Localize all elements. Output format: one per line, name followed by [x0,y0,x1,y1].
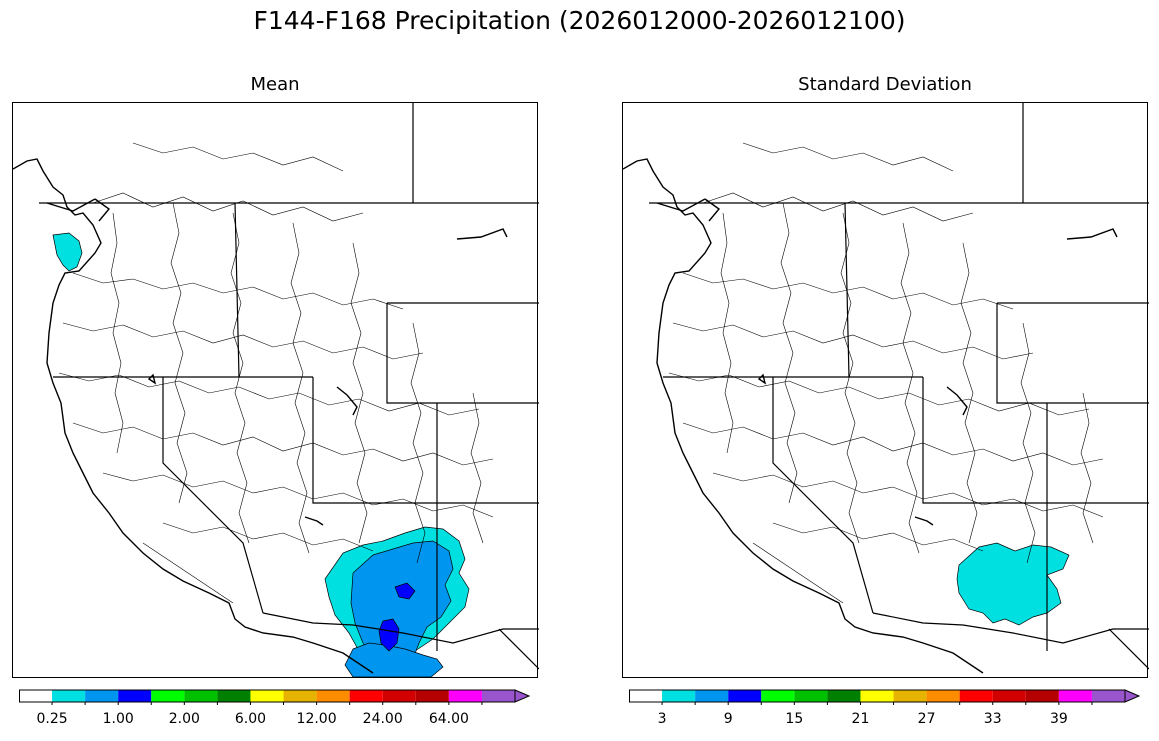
colorbar-outline [629,689,1125,703]
colorbar-swatch [860,690,894,702]
colorbar-swatch [415,690,449,702]
colorbar-extend-triangle [514,689,531,703]
colorbar-swatch [19,690,53,702]
colorbar-extend-triangle [1124,689,1141,703]
stddev-panel-title: Standard Deviation [798,74,972,95]
colorbar-tick-label: 21 [851,711,870,727]
colorbar-swatch [728,690,762,702]
colorbar-tick-label: 33 [983,711,1002,727]
colorbar-swatch [629,690,663,702]
colorbar-swatch [761,690,795,702]
colorbar-swatch [448,690,482,702]
colorbar-outline [19,689,515,703]
colorbar-tick-label: 15 [785,711,804,727]
colorbar-swatch [52,690,86,702]
colorbar-tick-label: 2.00 [168,711,200,727]
stddev-map [622,102,1149,678]
colorbar-swatch [1091,690,1125,702]
colorbar-swatch [959,690,993,702]
colorbar-swatch [118,690,152,702]
stddev-map-canvas [623,103,1149,674]
colorbar-swatch [481,690,515,702]
colorbar-swatch [382,690,416,702]
colorbar-tick-label: 24.00 [362,711,403,727]
colorbar-swatch [250,690,284,702]
mean-panel-title: Mean [250,74,300,95]
colorbar-tick-label: 3 [657,711,667,727]
mean-shade-az-dark2 [394,582,416,600]
colorbar-swatch [316,690,350,702]
colorbar-swatch [184,690,218,702]
mean-shade-az-south [344,642,444,678]
colorbar-tick-label: 27 [917,711,936,727]
colorbar-tick-label: 12.00 [296,711,337,727]
colorbar-swatch [662,690,696,702]
stddev-shade-az [956,542,1070,626]
mean-shade-wa-coast [52,232,83,272]
colorbar-swatch [1058,690,1092,702]
colorbar-swatch [85,690,119,702]
stddev-colorbar [629,689,1141,705]
colorbar-swatch [151,690,185,702]
colorbar-tick-label: 64.00 [428,711,469,727]
mean-shade-az-dark [378,618,400,652]
colorbar-swatch [827,690,861,702]
colorbar-swatch [794,690,828,702]
colorbar-tick-label: 39 [1049,711,1068,727]
colorbar-tick-label: 0.25 [36,711,68,727]
colorbar-swatch [926,690,960,702]
colorbar-swatch [283,690,317,702]
colorbar-swatch [893,690,927,702]
colorbar-swatch [992,690,1026,702]
colorbar-swatch [695,690,729,702]
colorbar-tick-label: 1.00 [102,711,134,727]
colorbar-tick-label: 6.00 [234,711,267,727]
colorbar-tick-label: 9 [723,711,733,727]
colorbar-swatch [349,690,383,702]
mean-map-canvas [13,103,539,678]
mean-colorbar [19,689,531,705]
colorbar-swatch [217,690,251,702]
mean-map [12,102,539,678]
colorbar-swatch [1025,690,1059,702]
figure-title: F144-F168 Precipitation (2026012000-2026… [253,6,906,35]
